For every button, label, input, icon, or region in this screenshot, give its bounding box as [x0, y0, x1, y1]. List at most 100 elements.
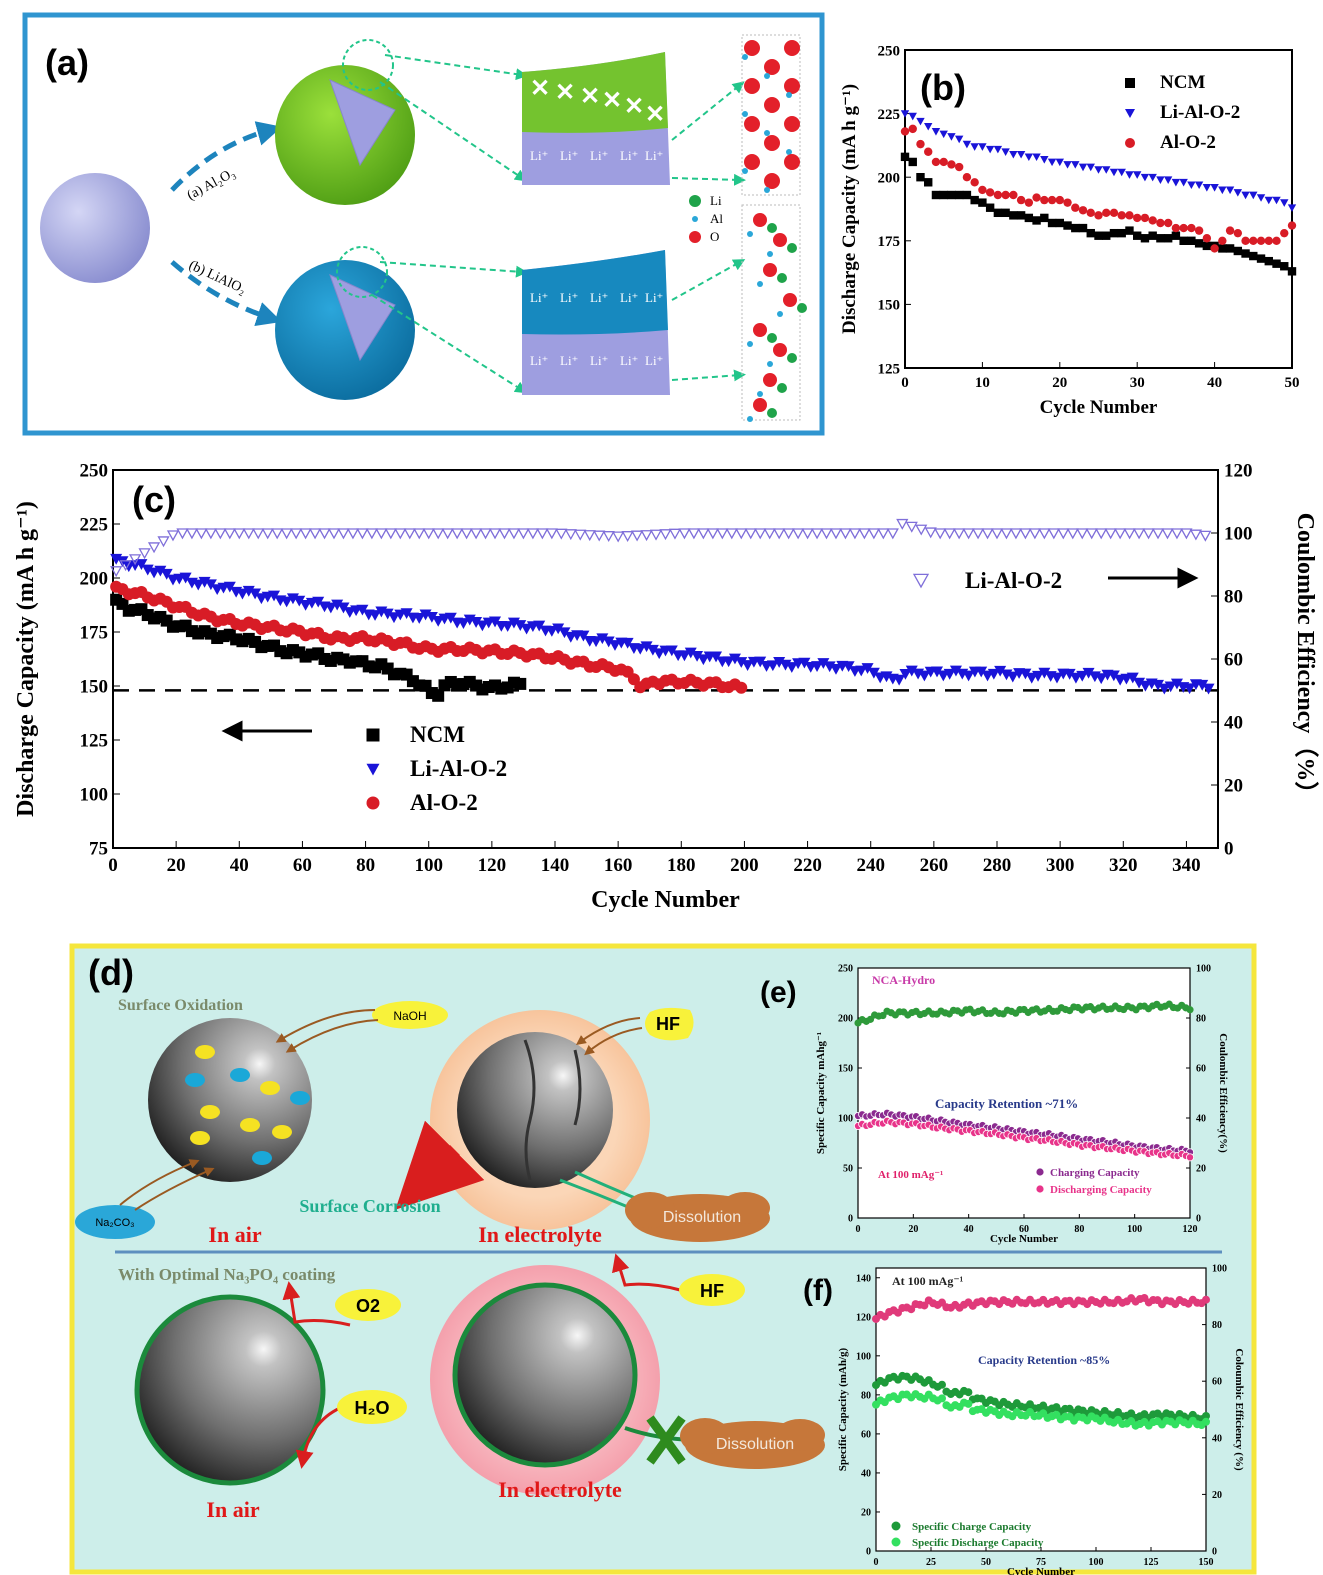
- data-point: [214, 528, 227, 540]
- legend-label: Charging Capacity: [1050, 1167, 1140, 1179]
- data-point: [1109, 168, 1119, 177]
- al-atom: [757, 281, 763, 287]
- y2-tick-label: 20: [1212, 1490, 1222, 1501]
- data-point: [204, 528, 217, 540]
- data-point: [962, 173, 972, 182]
- series-Al-O-2: [110, 580, 748, 694]
- legend-o-atom: [689, 231, 701, 243]
- x-tick-label: 320: [1109, 855, 1138, 876]
- o-atom: [783, 293, 797, 307]
- x-axis-label: Cycle Number: [591, 887, 740, 913]
- o-atom: [773, 233, 787, 247]
- data-point: [1047, 528, 1060, 540]
- data-point: [1225, 186, 1235, 195]
- al-atom: [786, 92, 792, 98]
- data-point: [1063, 198, 1072, 207]
- x-tick-label: 30: [1130, 375, 1145, 391]
- impurity-spot: [190, 1131, 210, 1145]
- data-point: [299, 528, 312, 540]
- chart-e-title: NCA-Hydro: [872, 973, 935, 987]
- data-point: [900, 127, 910, 136]
- li-ion-labels-al2o3: Li⁺ Li⁺ Li⁺ Li⁺ Li⁺: [530, 148, 663, 163]
- x-axis-label: Cycle Number: [1040, 397, 1158, 418]
- li-ion-label: Li⁺: [620, 353, 638, 368]
- al-atom: [764, 130, 770, 136]
- blocked-cross-mark: ✕: [624, 94, 644, 120]
- data-point: [1024, 153, 1034, 162]
- panel-a-frame: [22, 12, 825, 436]
- o-atom: [764, 59, 780, 75]
- data-point: [1202, 241, 1212, 251]
- data-point: [891, 1521, 901, 1531]
- data-point: [1194, 239, 1204, 248]
- al-atom: [747, 416, 753, 422]
- data-point: [1076, 528, 1089, 540]
- li-atom: [777, 383, 787, 393]
- data-point: [1094, 211, 1103, 220]
- current-density-annotation: At 100 mAg⁻¹: [892, 1274, 964, 1288]
- data-point: [558, 627, 571, 639]
- x-tick-label: 40: [1207, 375, 1222, 391]
- li-ion-label: Li⁺: [560, 353, 578, 368]
- naoh-label: NaOH: [393, 1009, 426, 1023]
- legend-label: Discharging Capacity: [1050, 1184, 1152, 1196]
- data-point: [1125, 226, 1134, 235]
- x-tick-label: 240: [856, 855, 885, 876]
- x-axis-label: Cycle Number: [990, 1233, 1058, 1245]
- data-point: [387, 612, 400, 624]
- legend-label: Al-O-2: [1160, 132, 1216, 153]
- legend-o-label: O: [710, 229, 719, 244]
- data-point: [943, 528, 956, 540]
- data-point: [939, 130, 948, 139]
- data-point: [1210, 184, 1219, 192]
- data-point: [1171, 223, 1181, 233]
- data-point: [798, 657, 811, 669]
- data-point: [962, 670, 975, 682]
- legend-label: Al-O-2: [410, 790, 478, 815]
- data-point: [583, 530, 596, 542]
- plot-frame: [112, 469, 1219, 849]
- x-tick-label: 150: [1199, 1557, 1214, 1568]
- y-tick-label: 20: [861, 1507, 871, 1518]
- data-point: [413, 528, 426, 540]
- data-point: [179, 572, 192, 584]
- data-point: [608, 640, 621, 651]
- data-point: [1009, 211, 1018, 220]
- data-point: [526, 528, 540, 540]
- data-point: [1264, 196, 1273, 205]
- al-atom: [764, 187, 770, 193]
- data-point: [1139, 680, 1152, 692]
- data-point: [1040, 213, 1049, 223]
- data-point: [327, 528, 341, 540]
- data-point: [993, 145, 1003, 154]
- blocked-cross-mark: ✕: [602, 88, 622, 114]
- legend-al-label: Al: [710, 211, 723, 226]
- o-atom: [753, 213, 767, 227]
- o-atom: [764, 173, 780, 189]
- x-tick-label: 25: [926, 1557, 936, 1568]
- data-point: [1057, 528, 1070, 540]
- data-point: [141, 564, 154, 576]
- y-tick-label: 0: [866, 1547, 871, 1558]
- y2-tick-label: 80: [1212, 1320, 1222, 1331]
- data-point: [766, 660, 779, 672]
- y-tick-label: 250: [878, 43, 901, 59]
- data-point: [1170, 678, 1183, 690]
- li-ion-label: Li⁺: [530, 290, 548, 305]
- data-point: [829, 528, 843, 540]
- y-tick-label: 250: [80, 461, 109, 482]
- data-point: [160, 568, 173, 580]
- data-point: [356, 604, 369, 616]
- data-point: [829, 663, 842, 675]
- y-axis-label: Discharge Capacity (mA h g⁻¹): [13, 501, 39, 817]
- panel-a-label: (a): [45, 42, 89, 83]
- data-point: [381, 608, 394, 620]
- data-point: [520, 623, 533, 635]
- y2-tick-label: 60: [1212, 1377, 1222, 1388]
- data-point: [1156, 176, 1165, 184]
- data-point: [975, 666, 988, 678]
- series-NCM: [110, 593, 527, 702]
- blocked-cross: [646, 1415, 686, 1465]
- data-point: [697, 528, 710, 540]
- data-point: [1202, 184, 1212, 192]
